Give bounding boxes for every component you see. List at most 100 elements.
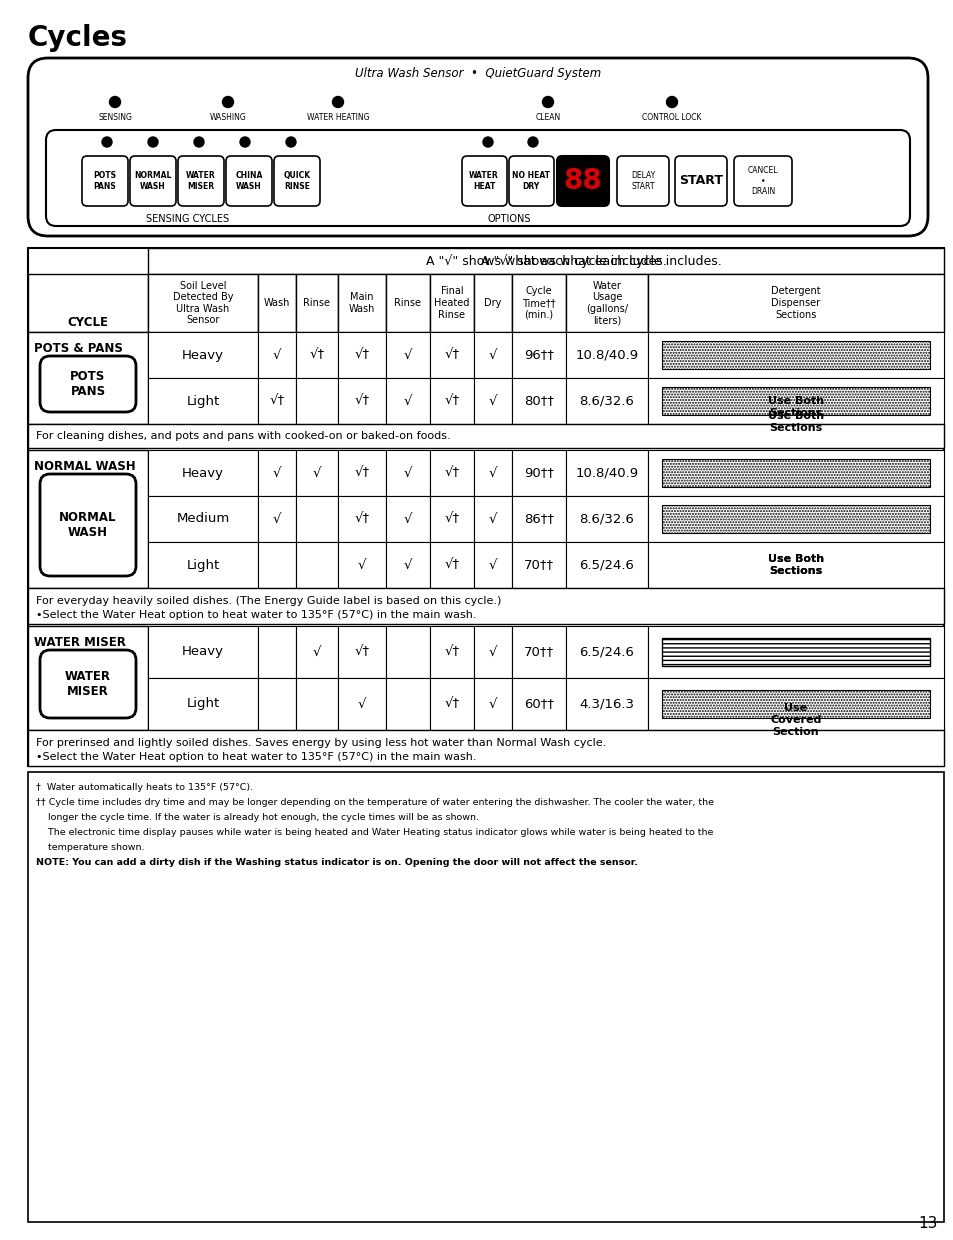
- Bar: [386, 332, 430, 378]
- Bar: [148, 496, 257, 542]
- Text: √: √: [273, 512, 281, 526]
- Text: NORMAL
WASH: NORMAL WASH: [59, 511, 116, 539]
- Text: SENSING: SENSING: [98, 114, 132, 123]
- Bar: [474, 450, 512, 496]
- Text: NO HEAT
DRY: NO HEAT DRY: [512, 171, 550, 191]
- Bar: [148, 450, 257, 496]
- Text: √†: √†: [444, 646, 459, 658]
- Bar: [565, 378, 647, 424]
- Bar: [512, 678, 565, 730]
- Bar: [28, 424, 943, 448]
- Text: √: √: [488, 558, 497, 572]
- Bar: [430, 626, 474, 678]
- Text: WATER HEATING: WATER HEATING: [307, 114, 369, 123]
- Bar: [512, 378, 565, 424]
- Text: 10.8/40.9: 10.8/40.9: [575, 348, 638, 362]
- Text: √: √: [403, 394, 412, 408]
- Circle shape: [193, 136, 204, 148]
- Text: Cycle
Time††
(min.): Cycle Time†† (min.): [521, 286, 556, 320]
- Text: WATER
MISER: WATER MISER: [186, 171, 215, 191]
- FancyBboxPatch shape: [733, 156, 791, 206]
- Bar: [512, 496, 565, 542]
- Bar: [148, 274, 257, 332]
- Bar: [647, 626, 943, 678]
- Text: CLEAN: CLEAN: [535, 114, 560, 123]
- Text: Heavy: Heavy: [182, 646, 224, 658]
- Bar: [337, 378, 386, 424]
- Bar: [257, 378, 295, 424]
- Circle shape: [527, 136, 537, 148]
- Text: Use Both
Sections: Use Both Sections: [767, 554, 823, 575]
- Text: √: √: [488, 394, 497, 408]
- Bar: [295, 378, 337, 424]
- Bar: [337, 496, 386, 542]
- Text: WASHING: WASHING: [210, 114, 246, 123]
- Circle shape: [666, 97, 677, 108]
- Bar: [295, 450, 337, 496]
- Bar: [661, 639, 929, 666]
- Circle shape: [102, 136, 112, 148]
- Text: √†: √†: [269, 394, 284, 408]
- Text: NORMAL WASH: NORMAL WASH: [34, 460, 135, 472]
- Bar: [257, 678, 295, 730]
- Bar: [565, 332, 647, 378]
- Text: √†: √†: [355, 394, 369, 408]
- Bar: [661, 459, 929, 487]
- Text: 70††: 70††: [523, 646, 554, 658]
- Bar: [647, 496, 943, 542]
- Bar: [565, 678, 647, 730]
- FancyBboxPatch shape: [40, 650, 136, 718]
- Bar: [386, 678, 430, 730]
- Bar: [474, 378, 512, 424]
- Bar: [386, 496, 430, 542]
- Bar: [257, 496, 295, 542]
- Text: WATER
MISER: WATER MISER: [65, 670, 111, 698]
- Bar: [474, 626, 512, 678]
- Circle shape: [110, 97, 120, 108]
- Text: √: √: [403, 558, 412, 572]
- Text: Final
Heated
Rinse: Final Heated Rinse: [434, 286, 469, 320]
- Bar: [148, 626, 257, 678]
- Text: OPTIONS: OPTIONS: [487, 215, 530, 224]
- Bar: [565, 496, 647, 542]
- Text: †  Water automatically heats to 135°F (57°C).: † Water automatically heats to 135°F (57…: [36, 782, 253, 792]
- Text: Use Both
Sections: Use Both Sections: [767, 412, 823, 433]
- Text: √: √: [403, 348, 412, 362]
- Bar: [647, 332, 943, 378]
- Bar: [257, 450, 295, 496]
- FancyBboxPatch shape: [226, 156, 272, 206]
- Text: Water
Usage
(gallons/
liters): Water Usage (gallons/ liters): [585, 280, 627, 325]
- Text: NORMAL
WASH: NORMAL WASH: [134, 171, 172, 191]
- Text: 6.5/24.6: 6.5/24.6: [579, 558, 634, 572]
- Text: √: √: [357, 697, 366, 711]
- Text: √†: √†: [355, 466, 369, 480]
- Bar: [565, 542, 647, 588]
- Text: Main
Wash: Main Wash: [349, 293, 375, 314]
- Bar: [28, 626, 148, 730]
- Bar: [28, 588, 943, 624]
- Text: Ultra Wash Sensor  •  QuietGuard System: Ultra Wash Sensor • QuietGuard System: [355, 67, 600, 81]
- Bar: [337, 542, 386, 588]
- Bar: [647, 542, 943, 588]
- FancyBboxPatch shape: [617, 156, 668, 206]
- Text: √: √: [313, 466, 321, 480]
- Bar: [661, 505, 929, 533]
- Text: Rinse: Rinse: [303, 298, 330, 308]
- Bar: [474, 542, 512, 588]
- Text: √†: √†: [444, 558, 459, 572]
- Bar: [148, 542, 257, 588]
- Text: 96††: 96††: [523, 348, 554, 362]
- Bar: [565, 450, 647, 496]
- Bar: [647, 274, 943, 332]
- Text: Wash: Wash: [264, 298, 290, 308]
- FancyBboxPatch shape: [46, 130, 909, 226]
- Text: √: √: [488, 348, 497, 362]
- Text: √†: √†: [355, 512, 369, 526]
- Text: √: √: [273, 348, 281, 362]
- Text: Medium: Medium: [176, 512, 230, 526]
- Bar: [430, 274, 474, 332]
- Text: Heavy: Heavy: [182, 466, 224, 480]
- Bar: [148, 378, 257, 424]
- Text: Rinse: Rinse: [395, 298, 421, 308]
- Text: SENSING CYCLES: SENSING CYCLES: [146, 215, 230, 224]
